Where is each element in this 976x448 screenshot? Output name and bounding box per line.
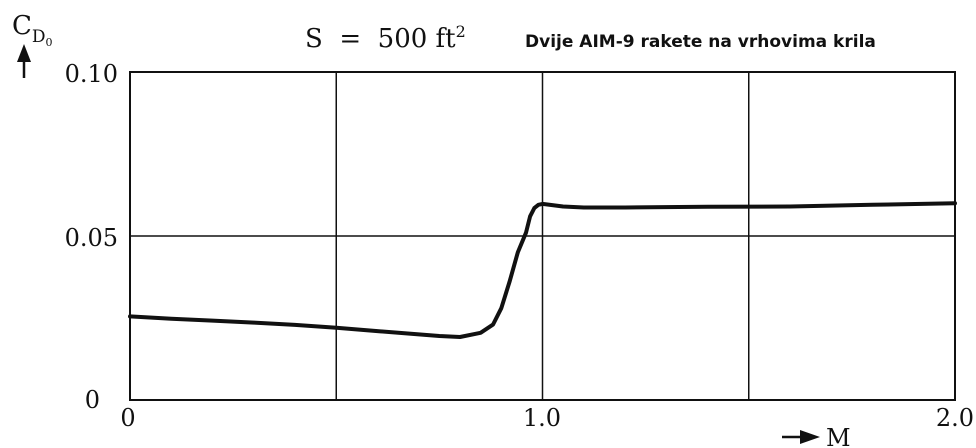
area-label: S = 500 ft2 bbox=[305, 22, 466, 54]
y-axis-label: CD0 bbox=[12, 11, 53, 49]
x-tick-label: 2.0 bbox=[936, 404, 974, 432]
x-axis-arrow-icon bbox=[782, 430, 820, 444]
y-axis-arrow-icon bbox=[17, 44, 31, 78]
x-tick-label: 0 bbox=[120, 404, 135, 432]
x-tick-label: 1.0 bbox=[523, 404, 561, 432]
y-tick-label: 0.05 bbox=[65, 224, 118, 252]
plot-frame bbox=[129, 71, 956, 401]
x-axis-label: M bbox=[826, 424, 851, 448]
chart-title: Dvije AIM-9 rakete na vrhovima krila bbox=[525, 32, 876, 52]
grid bbox=[129, 71, 956, 401]
y-tick-label: 0.10 bbox=[65, 60, 118, 88]
y-tick-label: 0 bbox=[85, 386, 100, 414]
series-line bbox=[128, 201, 957, 339]
